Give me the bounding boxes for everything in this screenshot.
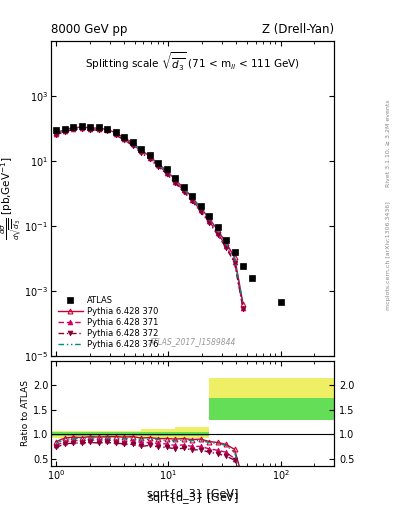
ATLAS	[164, 166, 169, 173]
Line: ATLAS: ATLAS	[53, 123, 284, 305]
ATLAS	[215, 224, 220, 230]
Text: $\mathregular{sqrt\{d\_3\}}$ [GeV]: $\mathregular{sqrt\{d\_3\}}$ [GeV]	[147, 491, 239, 506]
Text: mcplots.cern.ch [arXiv:1306.3436]: mcplots.cern.ch [arXiv:1306.3436]	[386, 202, 391, 310]
ATLAS	[130, 139, 135, 145]
Text: ATLAS_2017_I1589844: ATLAS_2017_I1589844	[149, 337, 236, 347]
ATLAS	[79, 123, 84, 130]
Y-axis label: Ratio to ATLAS: Ratio to ATLAS	[21, 380, 30, 446]
ATLAS	[71, 123, 76, 130]
ATLAS	[139, 145, 143, 152]
ATLAS	[241, 263, 245, 269]
ATLAS	[249, 275, 254, 281]
X-axis label: sqrt{d_3} [GeV]: sqrt{d_3} [GeV]	[147, 488, 238, 499]
ATLAS	[278, 299, 283, 305]
ATLAS	[232, 249, 237, 255]
ATLAS	[113, 129, 118, 135]
ATLAS	[198, 203, 203, 209]
ATLAS	[122, 134, 127, 140]
ATLAS	[105, 125, 110, 132]
ATLAS	[54, 127, 59, 134]
ATLAS	[207, 213, 211, 219]
ATLAS	[147, 152, 152, 158]
ATLAS	[156, 159, 160, 165]
ATLAS	[190, 193, 195, 199]
Text: Z (Drell-Yan): Z (Drell-Yan)	[262, 23, 334, 36]
ATLAS	[62, 125, 67, 132]
ATLAS	[88, 124, 93, 130]
Text: 8000 GeV pp: 8000 GeV pp	[51, 23, 127, 36]
ATLAS	[96, 124, 101, 131]
ATLAS	[173, 175, 178, 181]
Text: Splitting scale $\sqrt{\overline{d_3}}$ (71 < m$_{ll}$ < 111 GeV): Splitting scale $\sqrt{\overline{d_3}}$ …	[85, 50, 300, 73]
ATLAS	[224, 237, 228, 243]
Legend: ATLAS, Pythia 6.428 370, Pythia 6.428 371, Pythia 6.428 372, Pythia 6.428 376: ATLAS, Pythia 6.428 370, Pythia 6.428 37…	[55, 293, 161, 352]
ATLAS	[181, 184, 186, 190]
Text: Rivet 3.1.10, ≥ 3.2M events: Rivet 3.1.10, ≥ 3.2M events	[386, 99, 391, 187]
Y-axis label: $\frac{d\sigma}{d\sqrt{\overline{d_{3}}}}$ [pb,GeV$^{-1}$]: $\frac{d\sigma}{d\sqrt{\overline{d_{3}}}…	[0, 157, 23, 240]
